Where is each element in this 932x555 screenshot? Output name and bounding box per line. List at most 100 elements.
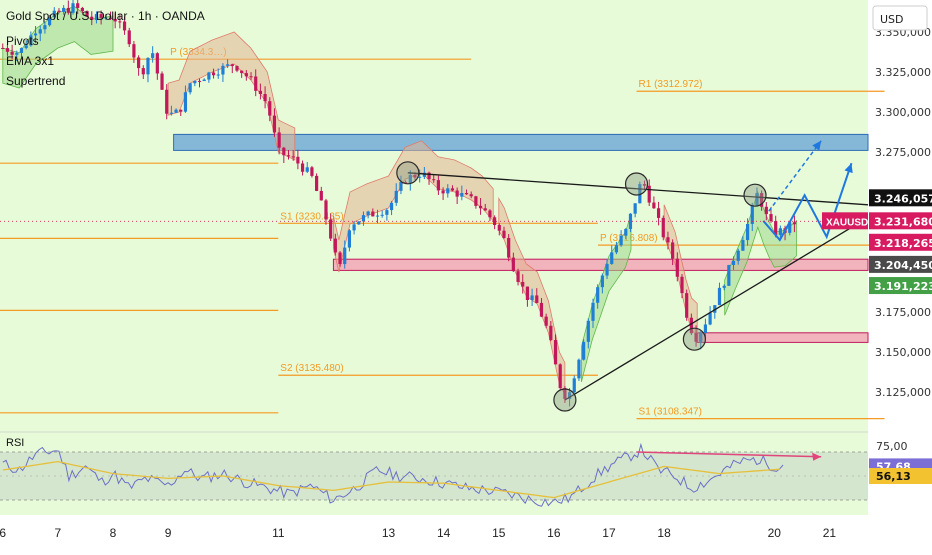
- candle-body: [132, 44, 136, 58]
- candle-body: [404, 182, 408, 184]
- candle-body: [343, 247, 347, 265]
- touch-point-marker[interactable]: [396, 161, 420, 185]
- candle-body: [1, 48, 5, 49]
- price-marker-text: 3.246,057: [874, 192, 932, 205]
- candle-body: [137, 57, 141, 69]
- candle-body: [497, 225, 501, 231]
- candle-body: [689, 317, 693, 334]
- candle-body: [99, 14, 103, 18]
- projection-dashed-path[interactable]: [768, 140, 822, 212]
- candle-body: [5, 48, 10, 52]
- touch-point-marker[interactable]: [553, 388, 577, 412]
- rsi-axis-tick: 75,00: [876, 440, 908, 453]
- candle-body: [193, 80, 197, 84]
- candle-body: [507, 237, 511, 258]
- candle-body: [389, 202, 394, 211]
- candle-body: [165, 89, 169, 114]
- candle-body: [567, 392, 572, 399]
- symbol-tag[interactable]: [822, 212, 868, 230]
- touch-point-marker[interactable]: [682, 327, 707, 351]
- price-marker: [869, 212, 932, 230]
- candle-body: [642, 184, 647, 186]
- candle-body: [460, 193, 464, 197]
- demand-zone[interactable]: [332, 258, 869, 271]
- candle-body: [502, 230, 506, 238]
- candle-body: [333, 238, 337, 253]
- candle-body: [296, 156, 300, 164]
- candle-body: [469, 194, 473, 197]
- pivot-level-label: R1 (3312.972): [639, 79, 703, 90]
- touch-point-marker[interactable]: [743, 183, 767, 207]
- candle-body: [656, 208, 661, 218]
- time-axis-tick: 6: [0, 526, 6, 540]
- candle-body: [478, 205, 483, 209]
- candle-body: [151, 53, 155, 58]
- candle-body: [680, 276, 684, 294]
- price-marker-text: 3.204,450: [874, 259, 932, 272]
- candle-body: [764, 206, 768, 215]
- candle-body: [647, 185, 651, 203]
- candle-body: [113, 18, 117, 22]
- candle-body: [652, 202, 656, 209]
- touch-point-marker[interactable]: [624, 172, 649, 196]
- candle-body: [750, 205, 754, 224]
- candle-body: [263, 94, 267, 102]
- candle-body: [586, 320, 590, 342]
- candle-body: [85, 11, 89, 17]
- candle-body: [774, 221, 778, 235]
- candle-body: [66, 7, 70, 13]
- projection-path[interactable]: [762, 162, 853, 242]
- candle-body: [169, 112, 173, 114]
- candle-body: [380, 214, 384, 216]
- price-axis-tick: 3.275,000: [875, 146, 931, 159]
- candle-body: [464, 193, 469, 195]
- candle-body: [174, 109, 178, 113]
- indicator-pivots[interactable]: Pivots: [6, 34, 39, 48]
- candle-body: [315, 175, 319, 191]
- currency-selector[interactable]: [872, 5, 928, 31]
- candle-body: [80, 7, 84, 12]
- candle-body: [703, 324, 708, 334]
- candle-body: [661, 217, 665, 238]
- candle-body: [240, 70, 244, 74]
- candle-body: [530, 295, 534, 300]
- candle-body: [521, 281, 525, 287]
- candle-body: [671, 242, 675, 259]
- candle-body: [221, 65, 225, 75]
- candle-body: [553, 340, 558, 365]
- candle-body: [769, 214, 773, 222]
- candle-body: [305, 167, 309, 172]
- candle-body: [127, 30, 131, 45]
- candle-body: [549, 325, 553, 341]
- candle-body: [76, 3, 80, 8]
- indicator-supertrend[interactable]: Supertrend: [6, 74, 65, 88]
- candle-body: [694, 333, 698, 342]
- time-axis-tick: 13: [382, 526, 396, 540]
- candle-body: [614, 245, 619, 253]
- candle-body: [474, 196, 478, 206]
- candle-body: [375, 215, 380, 217]
- trendline[interactable]: [564, 220, 863, 401]
- candle-body: [394, 190, 398, 203]
- candle-body: [108, 17, 113, 19]
- demand-zone[interactable]: [696, 332, 869, 343]
- candle-body: [511, 257, 515, 272]
- rsi-label[interactable]: RSI: [6, 437, 24, 449]
- candle-body: [535, 295, 539, 303]
- supply-zone[interactable]: [173, 133, 869, 151]
- rsi-divergence-line[interactable]: [636, 451, 822, 458]
- candle-body: [745, 223, 750, 241]
- time-axis-tick: 17: [602, 526, 616, 540]
- candle-body: [211, 72, 216, 76]
- candle-body: [352, 224, 356, 231]
- price-marker: [869, 277, 932, 295]
- candle-body: [760, 193, 764, 207]
- rsi-line: [2, 442, 784, 507]
- candle-body: [57, 10, 61, 12]
- indicator-ema[interactable]: EMA 3x1: [6, 54, 54, 68]
- candle-body: [324, 200, 328, 220]
- price-marker: [869, 255, 932, 273]
- trendline[interactable]: [407, 172, 869, 206]
- candle-body: [104, 17, 108, 19]
